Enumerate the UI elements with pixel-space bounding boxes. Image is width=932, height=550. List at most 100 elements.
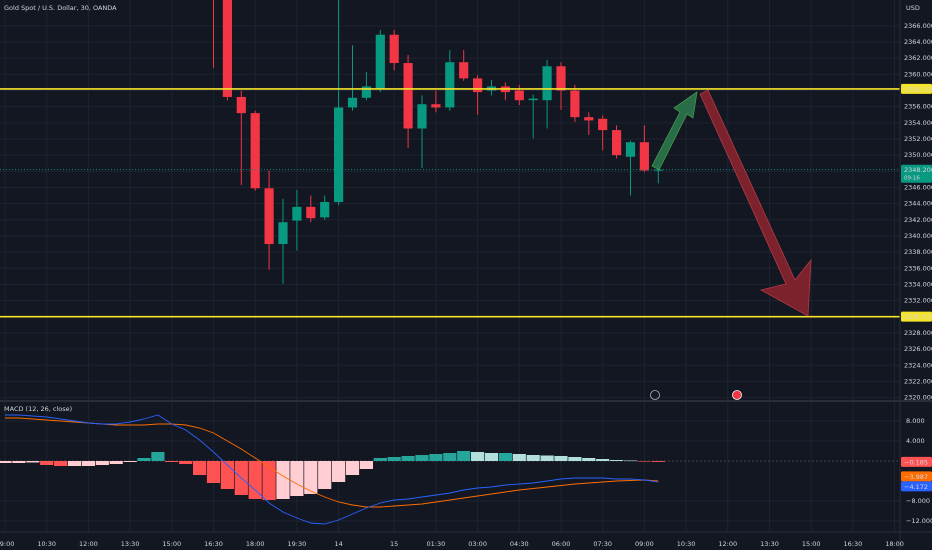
x-tick-label: 15 [390,540,398,548]
histogram-bar [318,461,332,489]
y-tick-label: 2350.000 [904,151,932,159]
histogram-bar [443,453,457,461]
y-tick-label: 2326.000 [904,345,932,353]
price-tag-label: 2330.013 [904,313,932,321]
histogram-bar [276,461,290,499]
candle-body [320,202,330,218]
countdown-label: 09:16 [904,176,920,182]
histogram-bar [568,457,582,461]
x-tick-label: 13:30 [121,540,140,548]
y-tick-label: 2360.000 [904,70,932,78]
candle-body [514,90,524,101]
y-tick-label: 8.000 [906,417,925,425]
histogram-bar [582,458,596,461]
candle-body [375,34,385,89]
macd-title: MACD (12, 26, close) [4,405,72,413]
histogram-bar [373,458,387,461]
y-tick-label: 2338.000 [904,248,932,256]
histogram-bar [0,461,12,463]
flag-icon[interactable] [732,390,742,400]
histogram-bar [623,460,638,462]
price-tag [901,471,932,482]
y-tick-label: 2356.000 [904,103,932,111]
last-price-tag [901,164,932,183]
candle-body [292,206,302,221]
histogram-bar [95,461,109,465]
x-tick-label: 01:30 [427,540,446,548]
x-tick-label: 10:30 [37,540,56,548]
candle-body [653,169,663,171]
histogram-bar [637,461,651,462]
candle-body [431,104,441,108]
currency: USD [906,4,920,12]
down-arrow[interactable] [699,89,812,317]
x-tick-label: 16:30 [844,540,863,548]
candle-body [542,66,552,101]
price-tag-label: 2358.200 [904,85,932,93]
drawings [650,89,812,400]
candle-body [598,118,608,131]
macd-line [5,414,659,525]
y-tick-label: 2354.000 [904,119,932,127]
histogram-bar [429,454,443,461]
histogram-bar [470,452,485,461]
x-tick-label: 14 [334,540,342,548]
histogram-bar [651,461,665,462]
y-tick-label: 2328.000 [904,329,932,337]
candle-body [403,63,413,129]
y-tick-label: 4.000 [906,437,925,445]
x-tick-label: 15:00 [802,540,821,548]
candle-body [250,113,260,189]
up-arrow[interactable] [651,91,698,171]
histogram-bar [40,461,54,465]
histogram-bar [359,461,373,469]
histogram-bar [81,461,96,466]
symbol-title: Gold Spot / U.S. Dollar, 30, OANDA [4,4,117,12]
axes: 2366.0002364.0002362.0002360.0002358.000… [0,22,932,548]
histogram-bar [596,459,610,461]
candle-body [236,96,246,114]
histogram-bar [345,461,360,475]
last-price-label: 2348.200 [904,166,932,174]
histogram-bar [540,455,554,461]
x-tick-label: 12:00 [79,540,98,548]
candle-body [361,86,371,98]
candle-body [639,142,649,171]
histogram-bar [526,455,540,461]
x-tick-label: 04:30 [510,540,529,548]
y-tick-label: 2324.000 [904,361,932,369]
signal-line [5,417,659,508]
candle-body [417,104,427,129]
histogram-bar [609,460,624,461]
histogram-bar [331,461,346,482]
histogram-bar [26,461,40,463]
histogram-bar [401,456,415,461]
candle-body [222,0,232,97]
histogram-bar [165,461,179,462]
price-tag [901,311,932,322]
y-tick-label: 2340.000 [904,232,932,240]
event-icon[interactable] [650,390,660,400]
y-tick-label: 2320.000 [904,394,932,402]
y-tick-label: 2334.000 [904,280,932,288]
histogram-bar [290,461,304,496]
x-tick-label: 16:30 [204,540,223,548]
y-tick-label: 2366.000 [904,22,932,30]
candle-body [445,62,455,108]
histogram-bar [554,456,568,461]
price-tag-label: −4.172 [904,483,928,491]
histogram-bar [415,455,429,461]
y-tick-label: 2336.000 [904,264,932,272]
histogram-bar [387,457,401,461]
candle-body [528,98,538,101]
y-tick-label: −8.000 [906,497,930,505]
x-tick-label: 06:00 [552,540,571,548]
x-tick-label: 13:30 [760,540,779,548]
price-pane [0,0,900,318]
histogram-bar [206,461,221,483]
x-tick-label: 10:30 [677,540,696,548]
macd-pane [0,414,900,525]
candle-body [334,107,344,203]
x-tick-label: 19:30 [288,540,307,548]
